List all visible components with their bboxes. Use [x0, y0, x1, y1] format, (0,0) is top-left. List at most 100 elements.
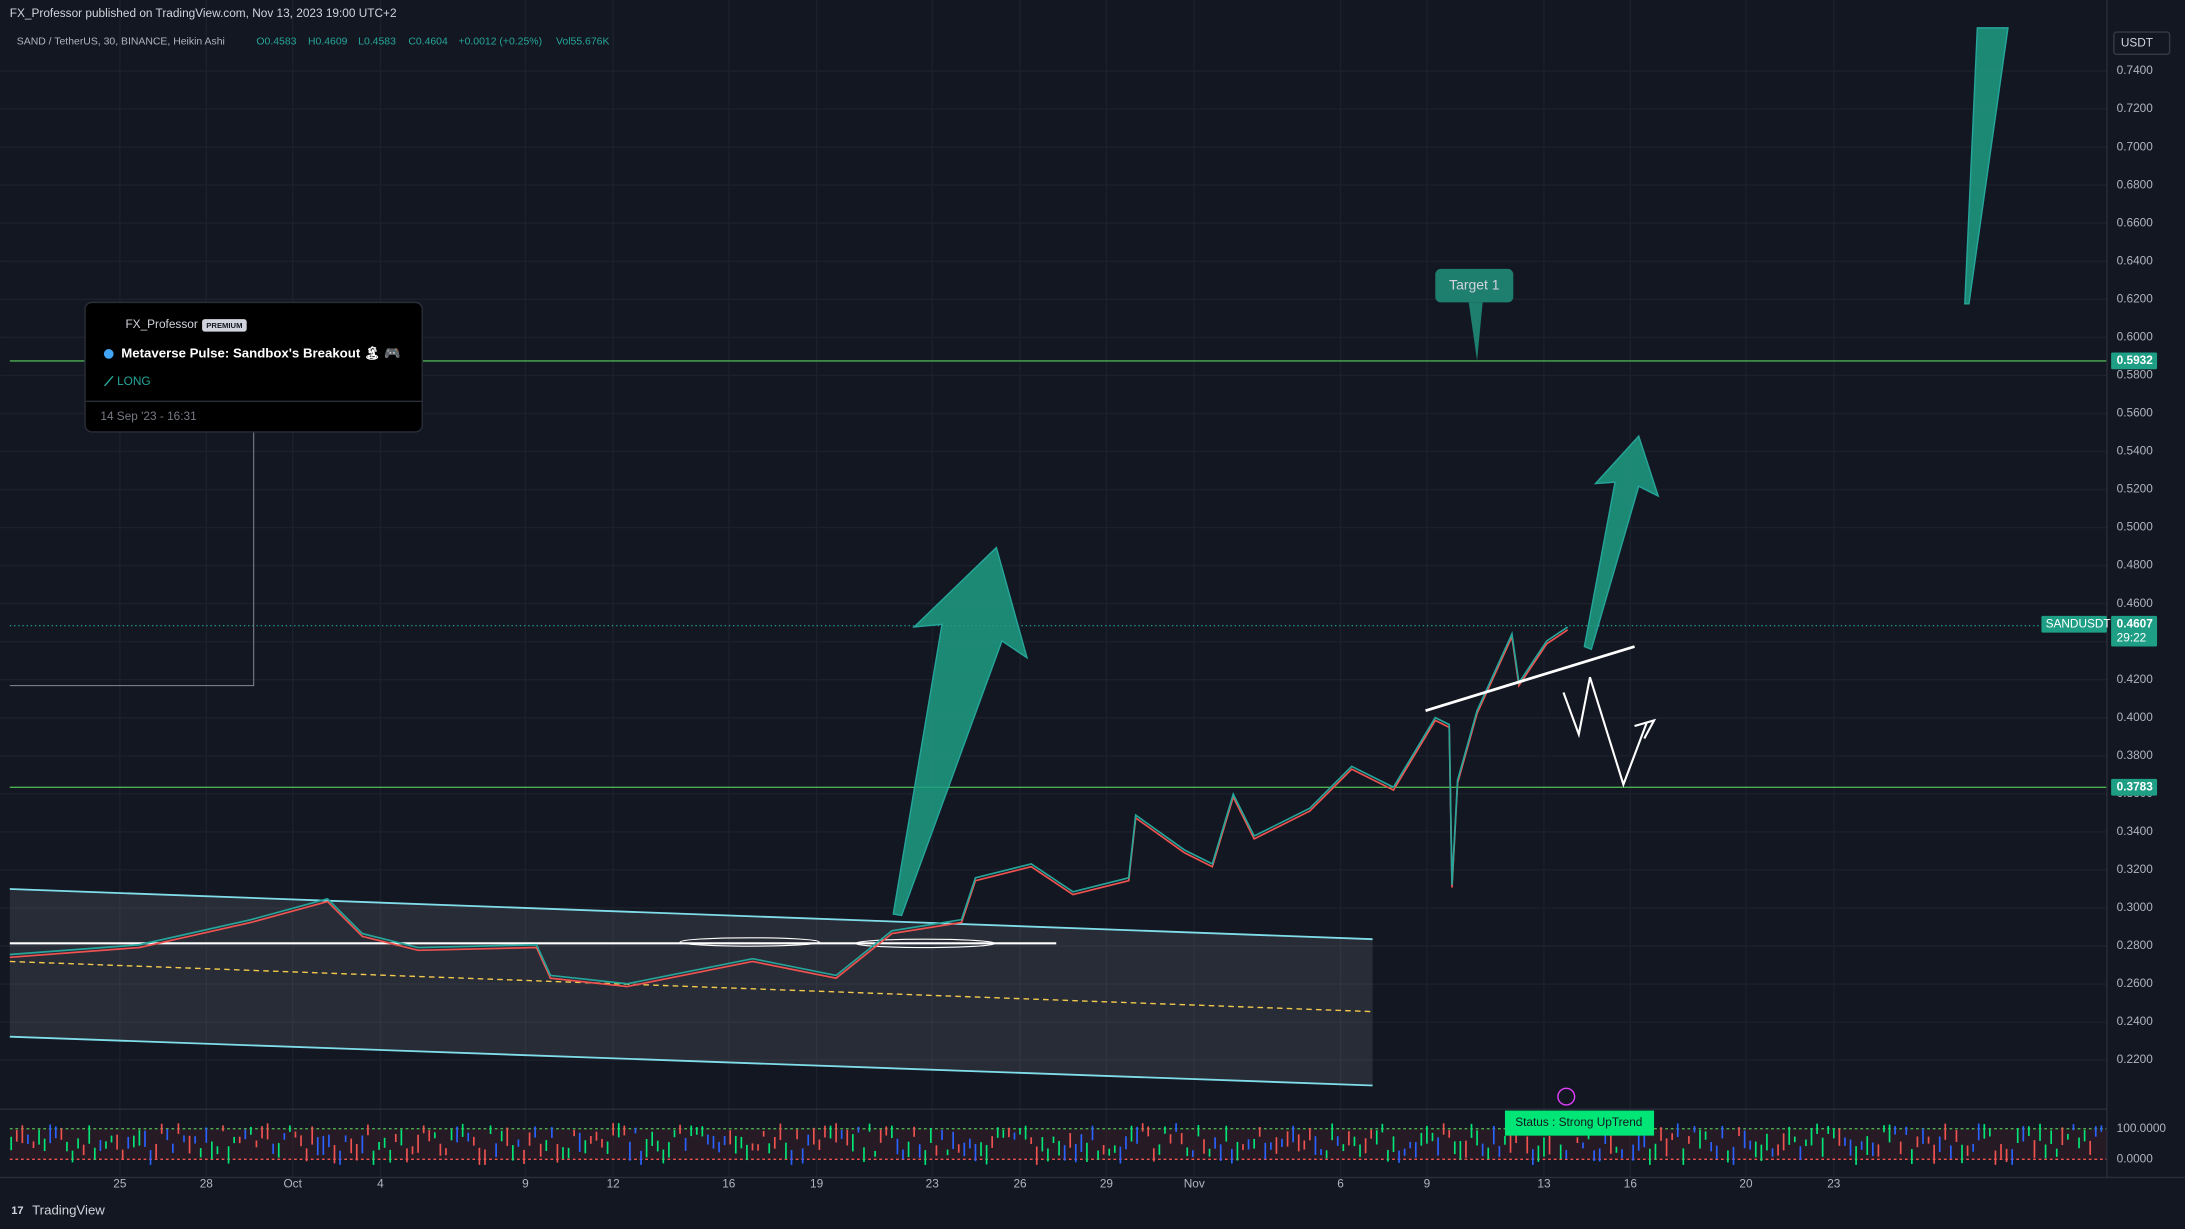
price-label: 0.6000: [2117, 329, 2154, 343]
price-series: [9, 626, 1569, 985]
idea-icon: [103, 349, 114, 359]
price-label: 0.5800: [2117, 368, 2154, 382]
price-label: 0.2800: [2117, 938, 2154, 952]
bar-countdown: 29:22: [2117, 630, 2147, 644]
idea-title: Metaverse Pulse: Sandbox's Breakout 🏝 🎮: [121, 345, 401, 360]
arrow: [892, 546, 1029, 917]
price-label: 0.5000: [2117, 520, 2154, 534]
time-label: 28: [200, 1177, 214, 1191]
price-label: 0.2200: [2117, 1052, 2154, 1066]
price-label: 0.4200: [2117, 672, 2154, 686]
scenario-path: [1562, 676, 1649, 788]
idea-card[interactable]: [84, 301, 423, 433]
time-label: 25: [113, 1177, 127, 1191]
legend-close: C0.4604: [408, 37, 448, 48]
long-icon: [104, 375, 114, 387]
level-tag: [2111, 352, 2158, 370]
time-label: 23: [926, 1177, 940, 1191]
price-label: 0.3000: [2117, 900, 2154, 914]
price-label: 0.3800: [2117, 748, 2154, 762]
last-price: 0.4607: [2117, 616, 2154, 630]
publisher: FX_Professor published on TradingView.co…: [10, 6, 397, 20]
time-label: 16: [1624, 1177, 1638, 1191]
price-label: 0.6800: [2117, 177, 2154, 191]
legend-change: +0.0012 (+0.25%): [458, 37, 542, 48]
price-label: 0.6600: [2117, 215, 2154, 229]
time-label: 20: [1739, 1177, 1753, 1191]
target-callout: [1435, 268, 1514, 303]
price-label: 0.4600: [2117, 596, 2154, 610]
channel-top: [9, 888, 1373, 941]
price-label: 0.7200: [2117, 101, 2154, 115]
channel-bottom: [9, 1035, 1373, 1087]
scenario-arrowhead: [1634, 718, 1657, 740]
time-label: 23: [1827, 1177, 1841, 1191]
retest-ellipse: [855, 938, 996, 949]
event-icon: [1557, 1087, 1576, 1106]
time-label: 6: [1337, 1177, 1344, 1191]
time-axis: 25 28 Oct 4 9 12 16 19 23 26 29 Nov 6 9 13 16 20 23: [113, 1177, 1840, 1191]
badge-bg: [202, 319, 247, 332]
level-tag: [2111, 778, 2158, 796]
trend-line: [1425, 645, 1635, 712]
idea-badge: PREMIUM: [206, 321, 242, 330]
time-label: Oct: [283, 1177, 302, 1191]
time-label: Nov: [1184, 1177, 1205, 1191]
status-label: Status : Strong UpTrend: [1515, 1115, 1642, 1129]
price-label: 0.3200: [2117, 862, 2154, 876]
time-label: 9: [522, 1177, 529, 1191]
level-tag-label: 0.5932: [2117, 353, 2154, 367]
last-price-tag: [2111, 615, 2158, 647]
legend-high: H0.4609: [308, 37, 348, 48]
oscillator: [10, 1123, 2103, 1165]
status-box: [1504, 1110, 1655, 1136]
brand-logo: 17: [11, 1205, 23, 1217]
time-label: 19: [810, 1177, 824, 1191]
currency-button[interactable]: [2113, 31, 2171, 56]
price-label: 0.7000: [2117, 139, 2154, 153]
oscillator-top-label: 100.0000: [2117, 1121, 2167, 1135]
time-label: 16: [722, 1177, 736, 1191]
time-label: 12: [607, 1177, 620, 1191]
time-label: 13: [1537, 1177, 1551, 1191]
target-pointer: [1468, 302, 1483, 361]
oscillator-bottom-label: 0.0000: [2117, 1151, 2154, 1165]
idea-date: 14 Sep '23 - 16:31: [100, 409, 196, 423]
idea-connector: [9, 431, 255, 687]
legend-low: L0.4583: [358, 37, 396, 48]
symbol-tag-label: SANDUSDT: [2046, 616, 2111, 630]
price-label: 0.2600: [2117, 976, 2154, 990]
time-label: 4: [377, 1177, 384, 1191]
idea-author: FX_Professor: [125, 317, 197, 331]
symbol-tag: [2041, 615, 2107, 633]
level-tag-label: 0.3783: [2117, 779, 2154, 793]
retest-ellipse: [679, 937, 820, 947]
time-label: 26: [1013, 1177, 1027, 1191]
price-label: 0.6400: [2117, 253, 2154, 267]
arrow: [1583, 434, 1660, 651]
price-label: 0.5200: [2117, 482, 2154, 496]
currency-label: USDT: [2121, 35, 2153, 49]
brand: TradingView: [32, 1202, 105, 1217]
arrow: [1964, 27, 2009, 305]
price-label: 0.2400: [2117, 1014, 2154, 1028]
price-label: 0.4000: [2117, 710, 2154, 724]
price-label: 0.5400: [2117, 444, 2154, 458]
time-label: 29: [1100, 1177, 1114, 1191]
price-label: 0.5600: [2117, 406, 2154, 420]
price-label: 0.6200: [2117, 291, 2154, 305]
price-label: 0.4800: [2117, 558, 2154, 572]
idea-direction: LONG: [117, 374, 151, 388]
legend-open: O0.4583: [256, 37, 296, 48]
legend-volume: Vol55.676K: [556, 37, 609, 48]
target-label: Target 1: [1449, 276, 1500, 292]
price-label: 0.7400: [2117, 63, 2154, 77]
time-label: 9: [1424, 1177, 1431, 1191]
legend-symbol: SAND / TetherUS, 30, BINANCE, Heikin Ash…: [17, 37, 225, 48]
channel-fill: [9, 889, 1373, 1086]
channel-mid: [9, 960, 1373, 1013]
price-label: 0.3400: [2117, 824, 2154, 838]
